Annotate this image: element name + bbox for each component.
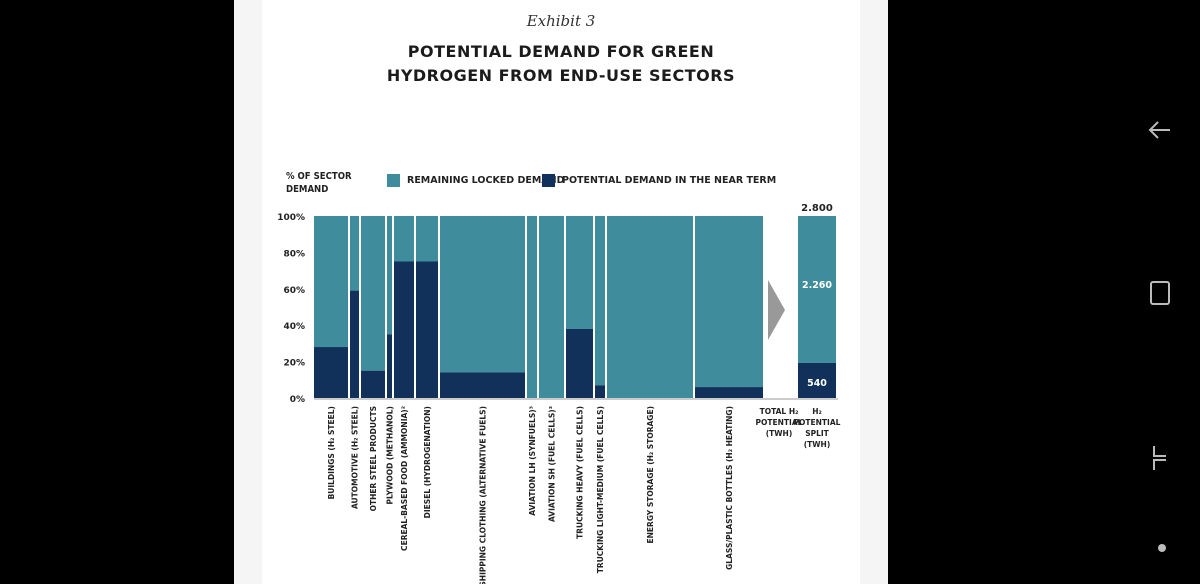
x-tick-label-8: AVIATION SH (FUEL CELLS)³ [548,406,557,522]
bar-locked-6 [440,216,525,373]
y-axis-title: % OF SECTOR DEMAND [286,170,366,196]
legend-swatch-locked [387,173,400,187]
bar-locked-1 [350,216,359,291]
chart-title-line-1: POTENTIAL DEMAND FOR GREEN [407,42,715,61]
y-tick-label: 0% [290,395,305,405]
bar-locked-9 [566,216,593,329]
rotate-screen-icon[interactable] [1144,442,1176,474]
bar-potential-12 [695,387,763,398]
x-tick-label-4: CEREAL-BASED FOOD (AMMONIA)² [400,406,409,551]
bar-locked-12 [695,216,763,388]
nav-dot-icon[interactable] [1144,532,1176,564]
bar-potential-3 [387,334,392,398]
document-page: Exhibit 3 POTENTIAL DEMAND FOR GREEN HYD… [234,0,888,584]
bar-locked-4 [394,216,414,262]
y-tick-label: 80% [283,249,305,259]
back-arrow-icon[interactable] [1144,114,1176,146]
total-potential-label: TOTAL H₂ [760,407,799,416]
x-tick-label-9: TRUCKING HEAVY (FUEL CELLS) [576,406,585,539]
potential-split-label: (TWH) [804,440,831,449]
x-tick-label-11: ENERGY STORAGE (H₂ STORAGE) [646,406,655,543]
x-tick-label-7: AVIATION LH (SYNFUELS)³ [528,406,537,516]
bar-locked-11 [607,216,693,398]
mekko-chart: 100% 80% 60% 40% 20% 0% BUILDINGS (H₂ STEEL) AU… [277,203,841,584]
legend-label-locked: REMAINING LOCKED DEMAND [407,174,565,186]
legend-item-potential: POTENTIAL DEMAND IN THE NEAR TERM [542,173,776,187]
split-locked-label: 2.260 [802,280,832,291]
legend-item-locked: REMAINING LOCKED DEMAND [387,173,565,187]
exhibit-label: Exhibit 3 [526,12,596,30]
split-bar-potential [798,362,836,398]
split-total-label: 2.800 [801,203,833,214]
x-tick-label-6: SHIPPING CLOTHING (ALTERNATIVE FUELS) [479,406,488,584]
bar-potential-1 [350,290,359,398]
x-tick-label-1: AUTOMOTIVE (H₂ STEEL) [351,406,360,509]
x-tick-label-5: DIESEL (HYDROGENATION) [423,406,432,518]
bar-locked-7 [527,216,537,398]
arrow-icon [768,280,785,340]
bar-potential-0 [314,347,348,398]
bar-potential-5 [416,261,438,398]
legend-swatch-potential [542,173,555,187]
chart-title-line-2: HYDROGEN FROM END-USE SECTORS [386,66,736,85]
recent-apps-icon[interactable] [1144,277,1176,309]
total-potential-label: (TWH) [766,429,793,438]
y-tick-label: 40% [283,322,305,332]
bar-potential-6 [440,372,525,398]
x-tick-label-2: OTHER STEEL PRODUCTS [369,406,378,511]
bar-potential-10 [595,385,605,398]
y-tick-label: 100% [277,213,305,223]
bar-locked-5 [416,216,438,262]
potential-split-label: H₂ [812,407,822,416]
bar-locked-10 [595,216,605,386]
y-tick-label: 20% [283,359,305,369]
split-potential-label: 540 [807,378,827,389]
bar-potential-9 [566,328,593,398]
x-tick-label-12: GLASS/PLASTIC BOTTLES (H₂ HEATING) [725,406,734,570]
bar-potential-4 [394,261,414,398]
y-axis-title-line-2: DEMAND [286,184,329,195]
legend-label-potential: POTENTIAL DEMAND IN THE NEAR TERM [562,174,777,186]
y-tick-label: 60% [283,286,305,296]
x-tick-label-0: BUILDINGS (H₂ STEEL) [327,406,336,499]
split-bar-locked [798,216,836,363]
bar-locked-2 [361,216,385,371]
total-potential-label: POTENTIAL [756,418,803,427]
y-axis-title-line-1: % OF SECTOR [286,171,352,182]
bar-locked-8 [539,216,564,398]
potential-split-label: POTENTIAL [794,418,841,427]
x-tick-label-10: TRUCKING LIGHT-MEDIUM (FUEL CELLS) [596,406,605,573]
bar-locked-3 [387,216,392,335]
x-tick-label-3: PLYWOOD (METHANOL) [386,406,395,504]
bar-potential-2 [361,370,385,398]
bar-locked-0 [314,216,348,348]
android-nav-bar [1140,0,1180,584]
potential-split-label: SPLIT [805,429,829,438]
